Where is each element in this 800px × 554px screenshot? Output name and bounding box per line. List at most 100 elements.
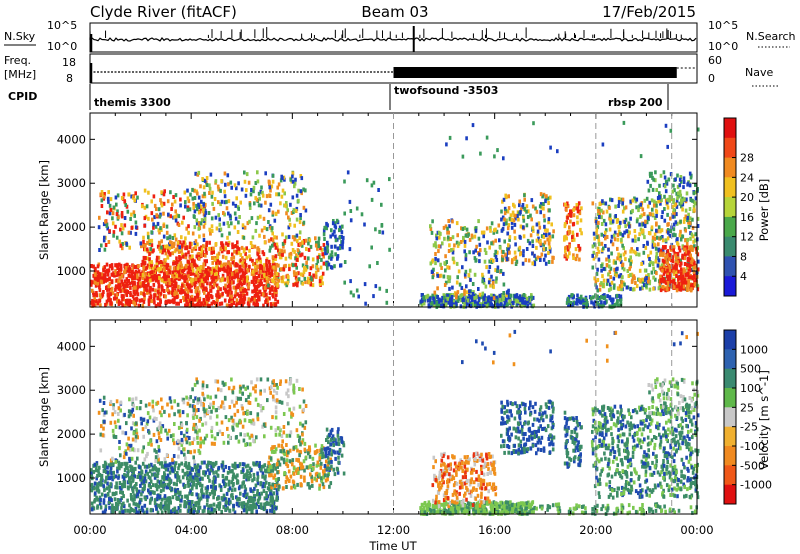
- heatmap-cell: [122, 270, 126, 275]
- heatmap-cell: [222, 211, 225, 215]
- heatmap-cell: [534, 206, 537, 211]
- freq-label-1: Freq.: [4, 54, 31, 67]
- heatmap-cell: [196, 286, 200, 291]
- heatmap-cell: [181, 252, 184, 257]
- heatmap-cell: [209, 288, 212, 293]
- heatmap-cell: [243, 261, 246, 266]
- heatmap-cell: [209, 231, 212, 236]
- heatmap-cell: [374, 227, 377, 232]
- heatmap-cell: [465, 299, 468, 303]
- heatmap-cell: [326, 245, 329, 250]
- heatmap-cell: [630, 272, 634, 277]
- heatmap-cell: [153, 293, 156, 298]
- heatmap-cell: [260, 281, 263, 286]
- heatmap-cell: [212, 250, 215, 255]
- heatmap-cell: [205, 494, 208, 499]
- heatmap-cell: [108, 287, 112, 292]
- heatmap-cell: [235, 272, 239, 277]
- heatmap-cell: [446, 296, 449, 301]
- heatmap-cell: [659, 278, 663, 282]
- heatmap-cell: [222, 265, 226, 270]
- heatmap-cell: [568, 225, 571, 230]
- heatmap-cell: [276, 283, 279, 288]
- heatmap-cell: [648, 200, 651, 205]
- heatmap-cell: [200, 199, 203, 204]
- heatmap-cell: [681, 274, 685, 279]
- heatmap-cell: [604, 228, 608, 233]
- heatmap-cell: [206, 270, 209, 275]
- heatmap-cell: [186, 472, 190, 477]
- heatmap-cell: [672, 279, 675, 284]
- heatmap-cell: [652, 266, 655, 271]
- heatmap-cell: [673, 251, 676, 256]
- heatmap-cell: [155, 258, 159, 263]
- heatmap-cell: [127, 230, 131, 235]
- heatmap-cell: [653, 242, 656, 247]
- heatmap-cell: [597, 236, 600, 241]
- heatmap-cell: [600, 268, 603, 273]
- heatmap-cell: [658, 195, 662, 200]
- heatmap-cell: [164, 294, 167, 299]
- heatmap-cell: [252, 275, 255, 280]
- heatmap-cell: [673, 203, 677, 208]
- heatmap-cell: [217, 213, 220, 218]
- heatmap-cell: [157, 260, 161, 265]
- heatmap-cell: [430, 230, 434, 235]
- heatmap-cell: [241, 256, 244, 261]
- heatmap-cell: [104, 219, 107, 224]
- heatmap-cell: [659, 201, 662, 206]
- heatmap-cell: [261, 471, 265, 476]
- heatmap-cell: [142, 261, 146, 266]
- heatmap-cell: [193, 196, 197, 200]
- heatmap-cell: [129, 274, 132, 279]
- heatmap-cell: [434, 261, 437, 266]
- heatmap-cell: [329, 253, 332, 258]
- heatmap-cell: [498, 293, 502, 298]
- heatmap-cell: [652, 203, 656, 208]
- heatmap-cell: [254, 279, 258, 284]
- heatmap-cell: [196, 465, 199, 470]
- heatmap-cell: [565, 220, 568, 225]
- heatmap-cell: [595, 285, 598, 290]
- heatmap-cell: [187, 478, 191, 483]
- heatmap-cell: [289, 177, 292, 182]
- heatmap-cell: [376, 261, 379, 265]
- heatmap-cell: [163, 477, 166, 482]
- heatmap-cell: [148, 500, 152, 505]
- heatmap-cell: [274, 302, 278, 307]
- heatmap-cell: [262, 269, 265, 274]
- heatmap-cell: [93, 276, 97, 280]
- heatmap-cell: [437, 249, 440, 254]
- heatmap-cell: [490, 257, 493, 262]
- heatmap-cell: [230, 185, 233, 190]
- heatmap-cell: [250, 188, 253, 192]
- heatmap-cell: [637, 237, 640, 242]
- heatmap-cell: [694, 196, 698, 201]
- heatmap-cell: [108, 229, 111, 234]
- heatmap-cell: [206, 274, 209, 279]
- heatmap-cell: [217, 465, 221, 470]
- heatmap-cell: [673, 281, 677, 286]
- heatmap-cell: [528, 298, 531, 303]
- heatmap-cell: [178, 265, 182, 270]
- heatmap-cell: [157, 240, 161, 245]
- heatmap-cell: [612, 260, 616, 265]
- heatmap-cell: [311, 264, 315, 269]
- heatmap-cell: [642, 244, 646, 248]
- heatmap-cell: [253, 298, 256, 303]
- heatmap-cell: [638, 277, 641, 282]
- heatmap-cell: [355, 288, 359, 293]
- heatmap-cell: [284, 256, 288, 261]
- heatmap-cell: [100, 473, 104, 478]
- heatmap-cell: [209, 468, 212, 473]
- heatmap-cell: [263, 272, 266, 277]
- heatmap-cell: [126, 298, 129, 303]
- heatmap-cell: [526, 299, 529, 304]
- heatmap-cell: [139, 274, 142, 279]
- heatmap-cell: [244, 251, 247, 256]
- heatmap-cell: [96, 264, 100, 269]
- heatmap-cell: [656, 235, 659, 240]
- heatmap-cell: [112, 233, 115, 238]
- heatmap-cell: [249, 504, 252, 508]
- heatmap-cell: [602, 210, 605, 215]
